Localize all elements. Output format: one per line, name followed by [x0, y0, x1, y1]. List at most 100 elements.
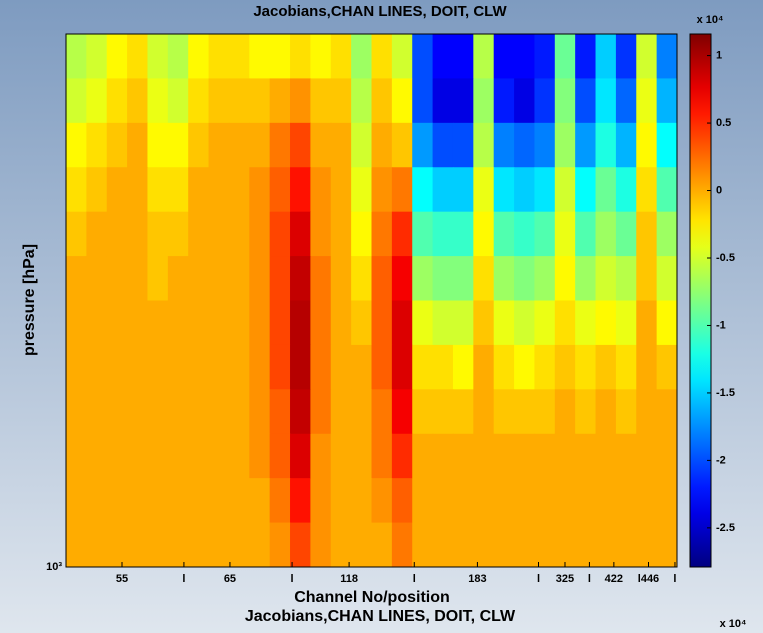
- heatmap-cell: [615, 433, 637, 479]
- heatmap-cell: [554, 433, 576, 479]
- heatmap-cell: [208, 522, 230, 568]
- heatmap-cell: [228, 256, 250, 301]
- heatmap-cell: [452, 167, 474, 213]
- heatmap-cell: [575, 167, 597, 213]
- heatmap-cell: [656, 300, 678, 346]
- heatmap-cell: [473, 78, 495, 124]
- heatmap-cell: [228, 300, 250, 346]
- heatmap-cell: [310, 344, 332, 390]
- heatmap-cell: [249, 433, 271, 479]
- heatmap-cell: [595, 478, 617, 524]
- heatmap-cell: [86, 478, 108, 524]
- heatmap-cell: [412, 478, 434, 524]
- heatmap-cell: [615, 34, 637, 79]
- heatmap-cell: [127, 300, 148, 346]
- heatmap-cell: [86, 167, 108, 213]
- heatmap-cell: [615, 78, 637, 124]
- heatmap-cell: [391, 478, 413, 524]
- heatmap-cell: [351, 167, 372, 213]
- colorbar: [689, 33, 712, 568]
- heatmap-cell: [188, 522, 210, 568]
- heatmap-cell: [636, 78, 658, 124]
- heatmap-cell: [412, 344, 434, 390]
- heatmap-cell: [391, 122, 413, 168]
- heatmap-cell: [167, 211, 189, 257]
- heatmap-cell: [188, 122, 210, 168]
- x-tick-label: 118: [340, 573, 358, 585]
- heatmap-cell: [391, 211, 413, 257]
- heatmap-cell: [575, 478, 597, 524]
- heatmap-cell: [310, 122, 332, 168]
- heatmap-cell: [656, 167, 678, 213]
- heatmap-cell: [330, 300, 352, 346]
- colorbar-tick-label: -0.5: [716, 252, 735, 264]
- heatmap-cell: [452, 344, 474, 390]
- heatmap-cell: [493, 478, 515, 524]
- heatmap-cell: [351, 478, 372, 524]
- heatmap-cell: [595, 211, 617, 257]
- heatmap-cell: [514, 433, 535, 479]
- heatmap-cell: [249, 34, 271, 79]
- heatmap-cell: [249, 389, 271, 435]
- heatmap-cell: [330, 389, 352, 435]
- heatmap-cell: [249, 522, 271, 568]
- colorbar-tick-label: -2: [716, 454, 726, 466]
- heatmap-cell: [412, 211, 434, 257]
- heatmap-cell: [595, 78, 617, 124]
- heatmap-cell: [615, 522, 637, 568]
- heatmap-cell: [636, 433, 658, 479]
- heatmap-cell: [188, 78, 210, 124]
- heatmap-cell: [371, 78, 393, 124]
- heatmap-cell: [534, 389, 556, 435]
- heatmap-cell: [106, 34, 128, 79]
- y-axis-label: pressure [hPa]: [21, 244, 38, 356]
- heatmap-cell: [493, 389, 515, 435]
- heatmap-cell: [269, 122, 291, 168]
- heatmap-cell: [249, 300, 271, 346]
- heatmap-cell: [208, 34, 230, 79]
- heatmap-cell: [554, 389, 576, 435]
- heatmap-cell: [554, 300, 576, 346]
- heatmap-cell: [249, 256, 271, 301]
- heatmap-cell: [452, 211, 474, 257]
- heatmap-cell: [228, 34, 250, 79]
- heatmap-cell: [615, 344, 637, 390]
- heatmap-cell: [473, 211, 495, 257]
- heatmap-cell: [330, 522, 352, 568]
- x-tick-label: 325: [556, 573, 574, 585]
- heatmap-cell: [595, 389, 617, 435]
- heatmap-cell: [188, 256, 210, 301]
- heatmap-cell: [188, 344, 210, 390]
- heatmap-cell: [167, 389, 189, 435]
- heatmap-cell: [167, 300, 189, 346]
- heatmap-cell: [351, 344, 372, 390]
- heatmap-cell: [188, 433, 210, 479]
- heatmap-cell: [493, 34, 515, 79]
- heatmap-cell: [66, 344, 87, 390]
- heatmap-cell: [514, 167, 535, 213]
- heatmap-cell: [534, 34, 556, 79]
- heatmap-cell: [534, 211, 556, 257]
- heatmap-cell: [249, 167, 271, 213]
- heatmap-cell: [228, 167, 250, 213]
- heatmap-cell: [452, 122, 474, 168]
- heatmap-cell: [473, 256, 495, 301]
- heatmap-cell: [66, 389, 87, 435]
- heatmap-cell: [147, 433, 169, 479]
- heatmap-cell: [167, 34, 189, 79]
- heatmap-cell: [391, 78, 413, 124]
- heatmap-cell: [575, 522, 597, 568]
- heatmap-cell: [554, 122, 576, 168]
- heatmap-cell: [636, 344, 658, 390]
- heatmap-cell: [86, 522, 108, 568]
- heatmap-cell: [269, 344, 291, 390]
- heatmap-cell: [514, 300, 535, 346]
- x-tick-label: l446: [638, 573, 659, 585]
- heatmap-cell: [147, 78, 169, 124]
- heatmap-cell: [127, 167, 148, 213]
- heatmap-cell: [290, 34, 311, 79]
- heatmap-cell: [473, 433, 495, 479]
- heatmap-cell: [391, 344, 413, 390]
- heatmap-cell: [106, 522, 128, 568]
- heatmap-cell: [310, 256, 332, 301]
